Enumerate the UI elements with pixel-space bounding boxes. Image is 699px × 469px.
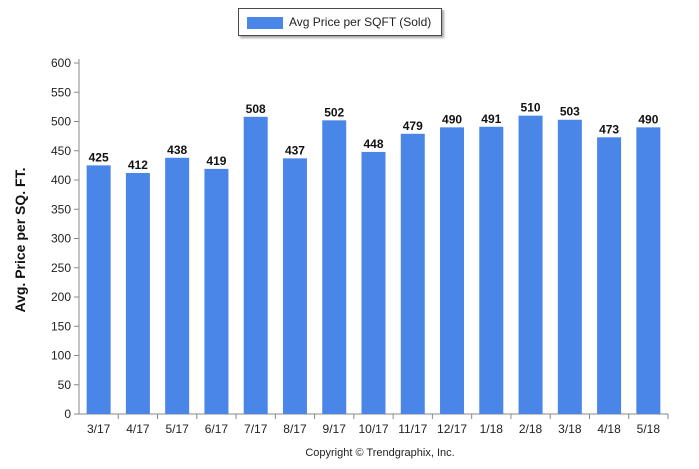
y-tick-label: 100: [51, 349, 71, 363]
legend-swatch: [247, 17, 283, 29]
y-axis-label: Avg. Price per SQ. FT.: [12, 167, 28, 313]
y-tick-label: 150: [51, 319, 71, 333]
y-tick-label: 550: [51, 85, 71, 99]
bar: [243, 116, 268, 414]
bar: [86, 165, 111, 414]
y-tick-label: 250: [51, 261, 71, 275]
data-label: 479: [403, 119, 423, 133]
y-tick-label: 350: [51, 202, 71, 216]
bar: [125, 172, 150, 414]
data-label: 510: [521, 101, 541, 115]
bar: [479, 126, 504, 414]
x-tick-label: 5/17: [165, 422, 189, 436]
data-label: 502: [324, 105, 344, 119]
bar: [165, 157, 190, 414]
data-label: 508: [246, 102, 266, 116]
bar: [361, 151, 386, 415]
bar: [400, 133, 425, 414]
y-tick-label: 600: [51, 56, 71, 70]
x-tick-label: 11/17: [398, 422, 427, 436]
x-tick-label: 9/17: [323, 422, 347, 436]
legend: Avg Price per SQFT (Sold): [238, 8, 442, 36]
x-tick-label: 5/18: [637, 422, 661, 436]
x-tick-label: 3/17: [87, 422, 111, 436]
data-label: 490: [638, 112, 658, 126]
data-label: 425: [89, 150, 109, 164]
y-tick-label: 0: [64, 407, 71, 421]
bar: [636, 127, 661, 414]
y-tick-label: 300: [51, 232, 71, 246]
data-label: 419: [206, 154, 226, 168]
bar: [204, 168, 229, 414]
x-tick-label: 6/17: [205, 422, 229, 436]
data-label: 491: [481, 112, 501, 126]
x-tick-label: 12/17: [437, 422, 467, 436]
x-tick-label: 7/17: [244, 422, 268, 436]
legend-label: Avg Price per SQFT (Sold): [289, 15, 432, 29]
copyright-text: Copyright © Trendgraphix, Inc.: [305, 447, 455, 459]
data-label: 438: [167, 143, 187, 157]
x-tick-label: 3/18: [558, 422, 582, 436]
y-tick-label: 200: [51, 290, 71, 304]
x-tick-label: 4/18: [597, 422, 621, 436]
bar: [440, 127, 465, 414]
x-tick-label: 8/17: [283, 422, 307, 436]
y-tick-label: 450: [51, 144, 71, 158]
y-tick-label: 50: [58, 378, 72, 392]
x-tick-label: 4/17: [126, 422, 150, 436]
data-label: 503: [560, 105, 580, 119]
data-label: 473: [599, 122, 619, 136]
y-tick-label: 500: [51, 115, 71, 129]
bar: [282, 158, 307, 414]
bar: [557, 119, 582, 415]
data-label: 448: [363, 137, 383, 151]
bar: [597, 137, 622, 415]
y-tick-label: 400: [51, 173, 71, 187]
data-label: 412: [128, 158, 148, 172]
x-tick-label: 2/18: [519, 422, 543, 436]
x-tick-label: 10/17: [358, 422, 388, 436]
data-label: 490: [442, 112, 462, 126]
x-tick-label: 1/18: [480, 422, 504, 436]
bar: [322, 120, 347, 414]
bar: [518, 115, 543, 415]
data-label: 437: [285, 143, 305, 157]
